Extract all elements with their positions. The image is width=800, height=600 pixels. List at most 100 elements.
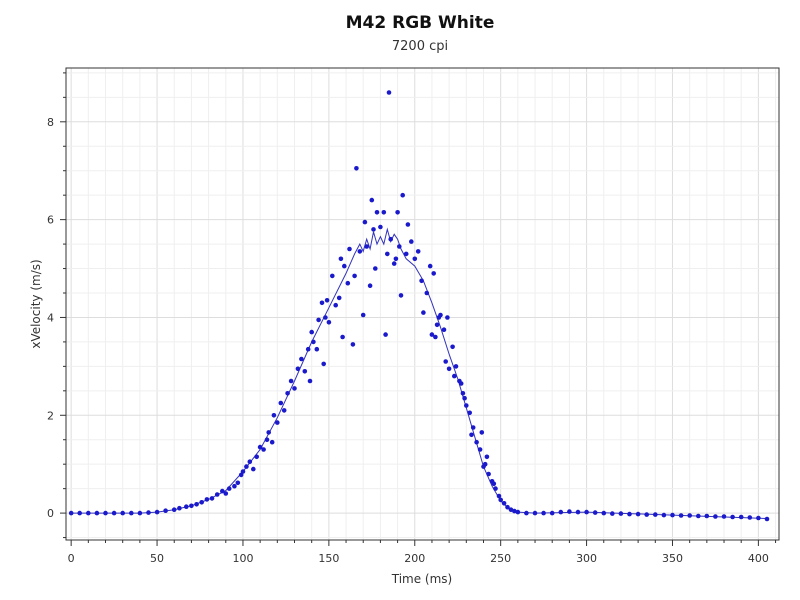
data-point [567, 509, 572, 514]
grid [66, 68, 779, 540]
data-point [687, 513, 692, 518]
data-point [254, 454, 259, 460]
data-point [434, 322, 440, 328]
data-point [460, 391, 466, 396]
data-point [501, 501, 507, 506]
data-point [618, 511, 624, 516]
data-point [86, 510, 91, 516]
y-tick-label: 2 [47, 409, 54, 422]
data-point [336, 295, 342, 301]
data-point [405, 222, 411, 227]
x-tick-label: 400 [748, 552, 769, 565]
data-point [400, 192, 406, 198]
data-point [383, 332, 388, 337]
data-point [257, 444, 263, 450]
x-tick-label: 300 [576, 552, 597, 565]
data-point [309, 329, 315, 335]
data-point [357, 249, 363, 254]
data-point [549, 510, 555, 516]
data-point [479, 430, 485, 435]
data-point [311, 339, 316, 345]
series-points [68, 90, 770, 522]
data-point [371, 227, 376, 232]
data-point [477, 447, 483, 452]
data-point [302, 369, 308, 374]
data-point [429, 332, 435, 337]
data-point [738, 514, 744, 520]
x-tick-label: 250 [490, 552, 511, 565]
data-point [295, 366, 301, 372]
data-point [266, 430, 272, 435]
chart-title: M42 RGB White [346, 13, 495, 33]
data-point [194, 502, 199, 507]
data-point [486, 471, 491, 477]
data-point [474, 439, 479, 445]
data-point [438, 312, 443, 318]
data-point [491, 481, 497, 487]
data-point [223, 491, 229, 496]
data-point [226, 486, 232, 491]
data-point [450, 344, 455, 350]
data-point [403, 251, 409, 257]
data-point [470, 425, 476, 430]
data-point [385, 251, 390, 257]
data-point [452, 373, 457, 379]
data-point [469, 432, 474, 438]
data-point [747, 515, 753, 520]
data-point [409, 239, 414, 244]
data-point [340, 334, 345, 340]
chart-subtitle: 7200 cpi [392, 39, 448, 54]
x-tick-label: 50 [150, 552, 164, 565]
data-point [696, 513, 701, 519]
data-point [352, 273, 357, 279]
data-point [177, 505, 182, 511]
data-point [505, 504, 510, 510]
x-tick-label: 150 [318, 552, 339, 565]
data-point [163, 508, 168, 513]
data-point [393, 256, 399, 262]
data-point [431, 271, 437, 276]
data-point [235, 480, 241, 486]
y-axis: 0 2 4 6 8 [47, 116, 54, 520]
data-point [412, 256, 418, 262]
x-tick-label: 200 [404, 552, 425, 565]
data-point [601, 510, 607, 516]
data-point [307, 378, 313, 384]
data-point [275, 420, 280, 425]
data-point [653, 512, 658, 517]
data-point [269, 439, 275, 445]
data-point [373, 266, 378, 271]
data-point [764, 516, 770, 522]
data-point [305, 346, 311, 352]
data-point [281, 408, 287, 413]
y-axis-label: xVelocity (m/s) [29, 259, 43, 348]
data-point [369, 197, 375, 203]
data-point [209, 496, 215, 501]
data-point [397, 244, 402, 249]
data-point [388, 236, 394, 242]
data-point [137, 510, 143, 516]
data-point [330, 273, 335, 279]
data-point [484, 454, 490, 460]
data-point [627, 511, 632, 517]
data-point [321, 361, 327, 367]
data-point [661, 512, 667, 518]
data-point [184, 504, 189, 510]
y-tick-label: 6 [47, 214, 54, 227]
data-point [103, 510, 108, 516]
data-point [462, 395, 467, 401]
data-point [532, 510, 538, 516]
x-axis: 0 50 100 150 200 250 300 350 400 [68, 552, 769, 565]
data-point [515, 509, 521, 515]
data-point [482, 461, 488, 467]
data-point [730, 514, 735, 520]
y-tick-label: 8 [47, 116, 54, 129]
data-point [592, 510, 598, 515]
data-point [721, 514, 727, 519]
data-point [120, 510, 125, 516]
data-point [424, 290, 430, 296]
data-point [323, 315, 328, 320]
data-point [316, 317, 321, 323]
data-point [333, 302, 339, 308]
